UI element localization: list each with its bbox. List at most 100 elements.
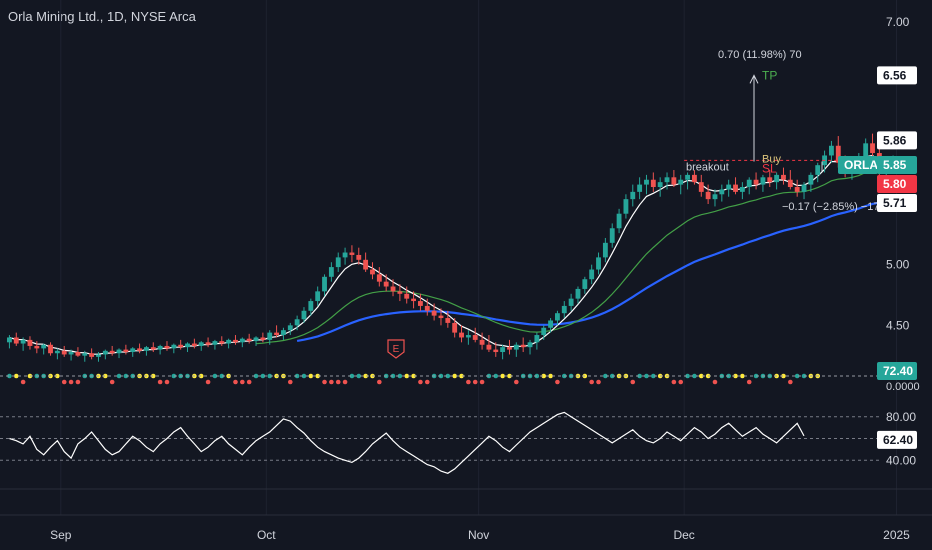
candle-body <box>561 305 567 314</box>
signal-dot <box>349 373 355 379</box>
candle-body <box>520 344 526 348</box>
signal-dot <box>733 373 738 379</box>
candle-body <box>109 350 115 354</box>
candle-body <box>479 339 485 345</box>
tp-arrowhead <box>749 74 759 84</box>
signal-dot <box>630 379 636 385</box>
dots-value-label-bg <box>877 362 917 380</box>
candle-body <box>555 313 560 321</box>
candle-body <box>692 174 697 183</box>
candle-body <box>746 179 752 188</box>
sl-text: −0.17 (−2.85%) −17 <box>782 201 880 213</box>
signal-dot <box>55 373 60 379</box>
candle-body <box>191 343 197 346</box>
candle-body <box>870 143 875 154</box>
candle-body <box>637 184 643 192</box>
candle-body <box>459 332 464 338</box>
candle-body <box>356 254 362 260</box>
candle-body <box>7 337 12 343</box>
candle-body <box>301 310 307 320</box>
signal-dot <box>397 373 403 379</box>
candle-body <box>548 320 553 328</box>
signal-dot <box>363 373 368 379</box>
candle-body <box>438 315 444 319</box>
signal-dot <box>459 373 464 379</box>
signal-dot <box>246 379 252 385</box>
signal-dot <box>698 373 704 379</box>
signal-dot <box>445 373 451 379</box>
candle-body <box>452 322 458 333</box>
candle-body <box>219 341 225 344</box>
signal-dot <box>472 379 478 385</box>
ticker-label-bg <box>838 156 878 174</box>
signal-dot <box>377 379 382 385</box>
signal-dot <box>219 373 225 379</box>
candle-body <box>260 337 266 340</box>
candle-body <box>767 177 773 183</box>
signal-dot <box>507 373 512 379</box>
candle-body <box>863 143 869 158</box>
signal-dot <box>267 373 273 379</box>
candle-body <box>137 348 142 351</box>
sl-price-label-bg <box>877 175 917 193</box>
x-tick-label: Nov <box>468 528 489 542</box>
signal-dot <box>404 373 410 379</box>
candle-body <box>733 184 738 192</box>
candle-body <box>246 338 252 342</box>
candle-body <box>34 345 40 349</box>
candle-body <box>705 191 711 200</box>
candle-body <box>68 352 74 355</box>
signal-dot <box>493 373 499 379</box>
signal-dot <box>651 373 656 379</box>
candle-body <box>274 332 279 336</box>
candle-body <box>198 342 204 346</box>
candle-body <box>465 335 471 338</box>
candle-body <box>130 348 136 353</box>
candle-body <box>164 345 170 349</box>
tp-text: 0.70 (11.98%) 70 <box>718 49 802 61</box>
signal-dot <box>329 379 334 385</box>
candle-body <box>650 179 656 188</box>
candle-body <box>335 257 341 268</box>
candle-body <box>48 344 53 354</box>
candle-body <box>835 145 841 163</box>
breakout-label: breakout <box>686 161 729 173</box>
signal-dot <box>7 373 12 379</box>
candle-body <box>178 344 184 348</box>
signal-dot <box>596 379 601 385</box>
candle-body <box>781 174 786 180</box>
candle-body <box>20 339 26 344</box>
candle-body <box>541 327 547 336</box>
candle-body <box>787 179 793 188</box>
candle-body <box>212 341 218 345</box>
signal-dot <box>788 379 793 385</box>
osc-level-label: 40.00 <box>886 453 916 467</box>
signal-dot <box>109 379 115 385</box>
candle-body <box>507 347 512 350</box>
signal-dot <box>287 379 293 385</box>
signal-dot <box>644 373 649 379</box>
earnings-marker <box>387 339 405 359</box>
candle-body <box>698 182 704 192</box>
candle-body <box>294 319 300 326</box>
candle-body <box>116 349 122 354</box>
candle-body <box>829 145 834 156</box>
candle-body <box>390 286 396 292</box>
signal-dot <box>746 379 752 385</box>
candle-body <box>493 349 499 353</box>
osc-value-label-bg <box>877 430 917 449</box>
candle-body <box>623 199 629 214</box>
candle-body <box>27 339 33 346</box>
sl-label: SL <box>762 162 777 176</box>
candle-body <box>96 354 101 357</box>
candle-body <box>239 338 245 343</box>
candle-body <box>342 252 348 258</box>
candle-body <box>171 344 177 349</box>
buy-label: Buy <box>762 154 781 166</box>
signal-dot <box>500 373 505 379</box>
candle-body <box>287 325 293 331</box>
signal-dot <box>342 379 348 385</box>
signal-dot <box>212 373 218 379</box>
signal-dot <box>466 379 471 385</box>
signal-dot <box>452 373 457 379</box>
